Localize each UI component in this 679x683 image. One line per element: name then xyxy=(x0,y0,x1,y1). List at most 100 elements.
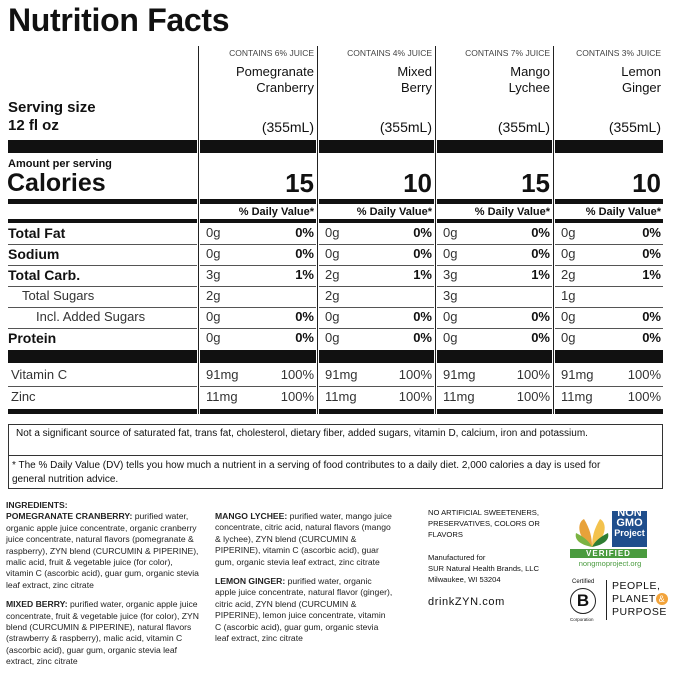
row-line xyxy=(437,265,552,266)
nutrient-amount: 0g xyxy=(325,330,340,345)
tagline-line: PEOPLE, xyxy=(612,580,661,592)
rule-bar xyxy=(319,140,434,153)
serving-volume: (355mL) xyxy=(608,119,661,135)
ingredients-heading: INGREDIENTS: xyxy=(6,500,68,510)
ingredient-text: purified water, organic apple juice conc… xyxy=(215,576,393,644)
column-line xyxy=(435,46,436,414)
daily-value-header: % Daily Value* xyxy=(585,206,661,218)
row-line xyxy=(319,265,434,266)
vitamin-daily-value: 100% xyxy=(627,389,661,404)
b-corp-corporation: Corporation xyxy=(570,617,594,622)
nutrient-label: Protein xyxy=(8,330,57,346)
rule-bar xyxy=(319,219,434,223)
nutrient-amount: 0g xyxy=(561,225,576,240)
nutrient-daily-value: 0% xyxy=(413,330,432,345)
rule-bar xyxy=(437,199,552,204)
divider xyxy=(606,580,607,620)
nutrient-daily-value: 0% xyxy=(295,309,314,324)
ingredient-text: purified water, organic apple juice conc… xyxy=(6,599,199,667)
website: drinkZYN.com xyxy=(428,596,505,608)
footnote: Not a significant source of saturated fa… xyxy=(16,428,588,439)
vitamin-daily-value: 100% xyxy=(398,367,432,382)
vitamin-daily-value: 100% xyxy=(627,367,661,382)
vitamin-amount: 11mg xyxy=(561,389,593,404)
manufacturer: Manufactured for xyxy=(428,553,486,562)
row-line xyxy=(8,244,197,245)
row-line xyxy=(555,328,663,329)
vitamin-amount: 91mg xyxy=(325,367,358,382)
nutrient-label: Total Carb. xyxy=(8,267,81,283)
claims: NO ARTIFICIAL SWEETENERS, PRESERVATIVES,… xyxy=(428,508,540,539)
row-line xyxy=(200,328,316,329)
daily-value-header: % Daily Value* xyxy=(356,206,432,218)
row-line xyxy=(319,328,434,329)
calories-value: 10 xyxy=(632,168,661,198)
ingredients-column: INGREDIENTS: POMEGRANATE CRANBERRY: puri… xyxy=(6,500,202,676)
row-line xyxy=(437,286,552,287)
ingredient-entry: LEMON GINGER: purified water, organic ap… xyxy=(215,576,393,644)
nutrient-label: Incl. Added Sugars xyxy=(36,309,146,324)
calories-label: Calories xyxy=(7,169,106,197)
nutrient-amount: 0g xyxy=(443,225,458,240)
rule-bar xyxy=(319,350,434,363)
nutrient-amount: 0g xyxy=(325,246,340,261)
ingredient-entry: MIXED BERRY: purified water, organic app… xyxy=(6,599,202,667)
row-line xyxy=(200,386,316,387)
row-line xyxy=(8,286,197,287)
nutrient-amount: 0g xyxy=(206,330,221,345)
rule-bar xyxy=(8,350,197,363)
nutrient-amount: 0g xyxy=(561,309,576,324)
vitamin-daily-value: 100% xyxy=(516,389,550,404)
tagline-line: PURPOSE xyxy=(612,606,667,618)
nutrient-daily-value: 1% xyxy=(642,267,661,282)
nutrient-amount: 2g xyxy=(325,267,340,282)
rule-bar xyxy=(437,219,552,223)
non-gmo-url: nongmoproject.org xyxy=(578,559,642,568)
tagline-word: PLANET xyxy=(612,593,656,605)
nutrient-daily-value: 0% xyxy=(413,309,432,324)
ingredient-text: purified water, organic apple juice conc… xyxy=(6,511,199,590)
product-name: Cranberry xyxy=(256,80,314,95)
b-corp-letter: B xyxy=(570,588,596,614)
manufacturer: SUR Natural Health Brands, LLC xyxy=(428,564,540,573)
rule-bar xyxy=(200,140,316,153)
column-line xyxy=(198,46,199,414)
nutrient-amount: 1g xyxy=(561,288,576,303)
nutrient-daily-value: 0% xyxy=(413,246,432,261)
product-name: Lychee xyxy=(508,80,550,95)
product-name: Mixed xyxy=(397,64,432,79)
vitamin-amount: 11mg xyxy=(206,389,238,404)
nutrient-amount: 3g xyxy=(206,267,221,282)
juice-content: CONTAINS 3% JUICE xyxy=(576,48,661,58)
vitamin-amount: 91mg xyxy=(561,367,594,382)
calories-value: 15 xyxy=(521,168,550,198)
vitamin-daily-value: 100% xyxy=(280,367,314,382)
rule-bar xyxy=(555,140,663,153)
tagline-ampersand: & xyxy=(655,593,668,605)
nutrient-amount: 0g xyxy=(443,309,458,324)
row-line xyxy=(555,286,663,287)
non-gmo-verified: VERIFIED xyxy=(586,549,631,558)
footnote: * The % Daily Value (DV) tells you how m… xyxy=(12,460,601,485)
rule-bar xyxy=(200,409,316,414)
vitamin-label: Vitamin C xyxy=(11,367,68,382)
nutrient-label: Total Sugars xyxy=(22,288,95,303)
nutrient-daily-value: 1% xyxy=(413,267,432,282)
nutrient-amount: 0g xyxy=(206,246,221,261)
nutrient-amount: 3g xyxy=(443,267,458,282)
nutrient-daily-value: 0% xyxy=(642,330,661,345)
nutrient-amount: 3g xyxy=(443,288,458,303)
non-gmo-line: NON xyxy=(617,507,642,519)
product-name: Mango xyxy=(510,64,550,79)
ingredient-entry: POMEGRANATE CRANBERRY: purified water, o… xyxy=(6,511,202,591)
nutrient-daily-value: 1% xyxy=(531,267,550,282)
calories-value: 10 xyxy=(403,168,432,198)
footnote-divider xyxy=(8,455,663,456)
ingredient-name: LEMON GINGER: xyxy=(215,576,286,587)
product-name: Berry xyxy=(400,80,432,95)
tagline-line: PLANET & xyxy=(612,593,668,606)
rule-bar xyxy=(8,199,197,204)
product-name: Lemon xyxy=(621,64,661,79)
product-name: Ginger xyxy=(621,80,661,95)
nutrient-amount: 2g xyxy=(561,267,576,282)
